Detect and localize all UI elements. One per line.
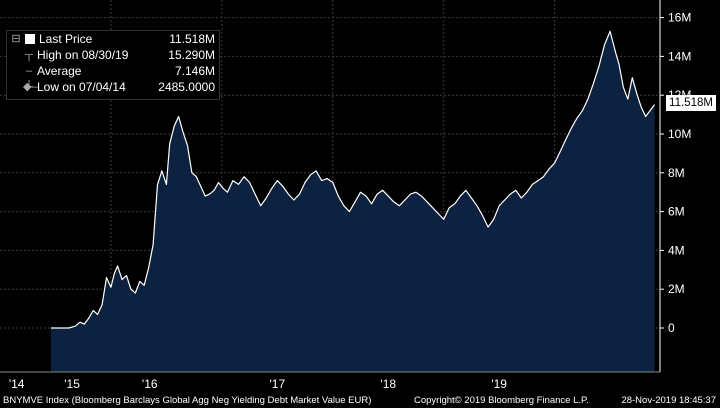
- legend-average-label: Average: [37, 64, 82, 78]
- y-tick-label: 4M: [668, 243, 685, 257]
- y-tick-label: 2M: [668, 282, 685, 296]
- legend-low-value: 2485.0000: [158, 80, 215, 94]
- footer: BNYMVE Index (Bloomberg Barclays Global …: [0, 393, 720, 408]
- y-tick-label: 10M: [668, 127, 691, 141]
- y-tick-label: 14M: [668, 49, 691, 63]
- y-tick-label: 16M: [668, 11, 691, 25]
- timestamp: 28-Nov-2019 18:45:37: [621, 395, 716, 406]
- legend-high: ┬ High on 08/30/19 15.290M: [7, 47, 219, 63]
- expand-icon[interactable]: ⊟: [11, 33, 21, 45]
- last-price-marker: 11.518M: [666, 95, 716, 111]
- series-line: [51, 30, 655, 329]
- legend-low-label: Low on 07/04/14: [37, 80, 126, 94]
- last-price-swatch: [25, 34, 35, 44]
- legend-low: ┴ Low on 07/04/14 2485.0000: [7, 79, 219, 95]
- legend-high-label: High on 08/30/19: [37, 48, 129, 62]
- T-marker-icon: ┬: [25, 49, 33, 61]
- legend-last-price: ⊟ Last Price 11.518M: [7, 31, 219, 47]
- y-tick-label: 8M: [668, 166, 685, 180]
- diamond-icon: –◆–: [23, 65, 38, 93]
- legend-last-value: 11.518M: [169, 32, 215, 46]
- legend-average-value: 7.146M: [174, 64, 215, 78]
- x-tick-label: '16: [142, 377, 158, 391]
- x-tick-label: '15: [64, 377, 80, 391]
- legend-high-value: 15.290M: [168, 48, 215, 62]
- y-tick-label: 6M: [668, 205, 685, 219]
- x-tick-label: '17: [269, 377, 285, 391]
- chart-legend: ⊟ Last Price 11.518M ┬ High on 08/30/19 …: [6, 30, 220, 100]
- copyright: Copyright© 2019 Bloomberg Finance L.P.: [414, 395, 589, 406]
- x-tick-label: '19: [491, 377, 507, 391]
- y-tick-label: 0: [668, 321, 675, 335]
- x-tick-label: '14: [9, 377, 25, 391]
- x-tick-label: '18: [380, 377, 396, 391]
- index-name: BNYMVE Index (Bloomberg Barclays Global …: [3, 395, 372, 406]
- legend-last-label: Last Price: [39, 32, 93, 46]
- series-area: [51, 31, 655, 373]
- legend-average: –◆– Average 7.146M: [7, 63, 219, 93]
- inverted-T-icon: ┴: [25, 81, 33, 93]
